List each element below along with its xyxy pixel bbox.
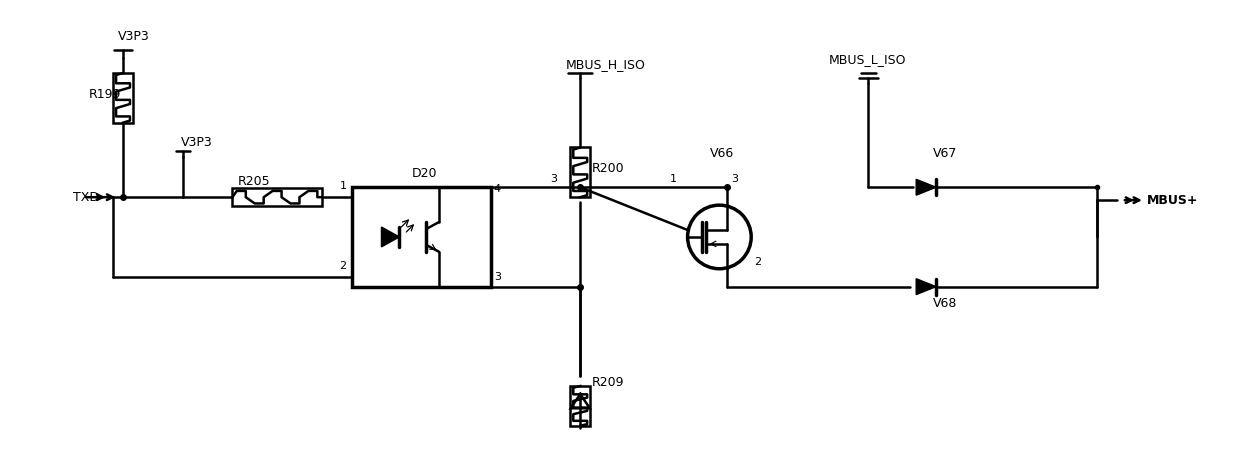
FancyBboxPatch shape	[232, 188, 322, 206]
Text: 3: 3	[494, 272, 501, 282]
Text: D20: D20	[412, 167, 436, 181]
Text: 3: 3	[732, 174, 738, 184]
Text: 2: 2	[754, 257, 761, 267]
Text: V66: V66	[709, 148, 734, 160]
Text: TXD: TXD	[73, 191, 99, 204]
Polygon shape	[382, 227, 399, 247]
Text: V3P3: V3P3	[118, 30, 150, 43]
Text: MBUS_H_ISO: MBUS_H_ISO	[565, 58, 645, 71]
Text: R199: R199	[88, 88, 120, 101]
Polygon shape	[916, 279, 936, 295]
FancyBboxPatch shape	[113, 73, 133, 122]
Polygon shape	[916, 179, 936, 195]
Text: MBUS+: MBUS+	[1147, 194, 1198, 207]
Text: 1: 1	[340, 181, 347, 191]
Text: R205: R205	[237, 175, 270, 188]
Text: V3P3: V3P3	[181, 136, 212, 149]
Text: R209: R209	[593, 376, 625, 389]
Text: R200: R200	[593, 162, 625, 175]
FancyBboxPatch shape	[570, 148, 590, 197]
Text: 3: 3	[551, 174, 558, 184]
Text: V68: V68	[932, 297, 957, 309]
Bar	[352, 187, 491, 287]
Text: 4: 4	[494, 184, 501, 194]
Text: 1: 1	[670, 174, 677, 184]
Text: V67: V67	[932, 148, 957, 160]
Text: 2: 2	[340, 261, 347, 271]
Text: MBUS_L_ISO: MBUS_L_ISO	[828, 53, 906, 66]
FancyBboxPatch shape	[570, 386, 590, 426]
